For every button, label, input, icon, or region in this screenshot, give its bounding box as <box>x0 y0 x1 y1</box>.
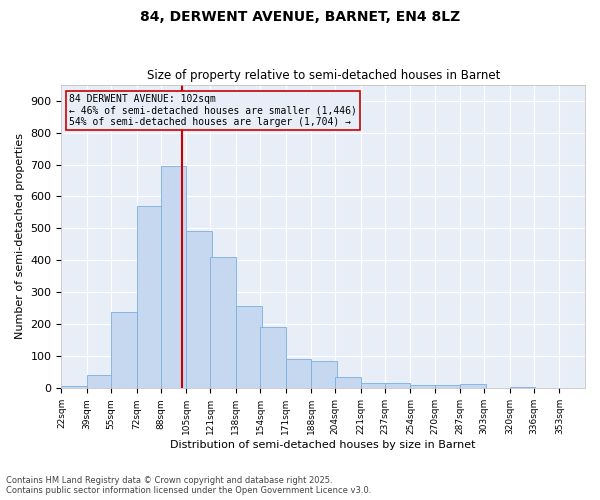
Text: 84 DERWENT AVENUE: 102sqm
← 46% of semi-detached houses are smaller (1,446)
54% : 84 DERWENT AVENUE: 102sqm ← 46% of semi-… <box>69 94 357 127</box>
Bar <box>260 327 286 388</box>
Bar <box>311 361 337 388</box>
Title: Size of property relative to semi-detached houses in Barnet: Size of property relative to semi-detach… <box>146 69 500 82</box>
Bar <box>460 384 485 388</box>
Bar <box>385 382 410 388</box>
Bar <box>87 375 113 388</box>
Bar <box>335 376 361 388</box>
Text: Contains HM Land Registry data © Crown copyright and database right 2025.
Contai: Contains HM Land Registry data © Crown c… <box>6 476 371 495</box>
Bar <box>434 384 460 388</box>
Y-axis label: Number of semi-detached properties: Number of semi-detached properties <box>15 134 25 340</box>
X-axis label: Distribution of semi-detached houses by size in Barnet: Distribution of semi-detached houses by … <box>170 440 476 450</box>
Bar <box>161 166 186 388</box>
Bar <box>286 358 311 388</box>
Bar <box>410 385 436 388</box>
Bar <box>61 386 87 388</box>
Text: 84, DERWENT AVENUE, BARNET, EN4 8LZ: 84, DERWENT AVENUE, BARNET, EN4 8LZ <box>140 10 460 24</box>
Bar <box>361 383 386 388</box>
Bar <box>211 257 236 388</box>
Bar <box>137 206 162 388</box>
Bar <box>186 231 212 388</box>
Bar <box>111 312 137 388</box>
Bar <box>236 306 262 388</box>
